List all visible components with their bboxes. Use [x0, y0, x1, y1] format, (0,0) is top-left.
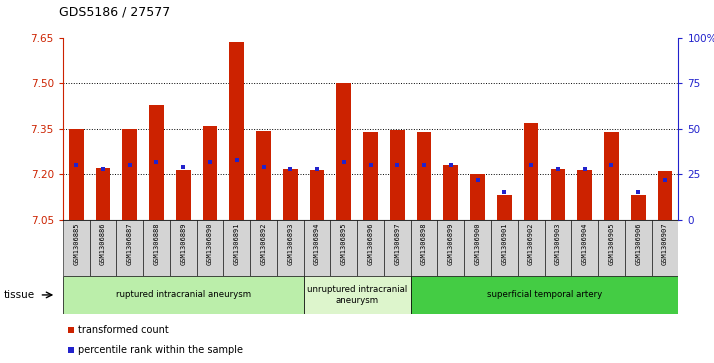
Text: GSM1306897: GSM1306897	[394, 223, 401, 265]
Text: GSM1306887: GSM1306887	[126, 223, 133, 265]
Bar	[277, 220, 303, 276]
Text: GSM1306900: GSM1306900	[475, 223, 481, 265]
Bar	[149, 105, 164, 220]
Text: GSM1306894: GSM1306894	[314, 223, 320, 265]
Bar	[303, 220, 331, 276]
Bar	[604, 132, 619, 220]
Bar	[550, 169, 565, 220]
Bar	[310, 170, 324, 220]
Bar	[303, 276, 411, 314]
Text: superficial temporal artery: superficial temporal artery	[487, 290, 602, 299]
Text: GSM1306888: GSM1306888	[154, 223, 159, 265]
Text: GSM1306906: GSM1306906	[635, 223, 641, 265]
Bar	[176, 170, 191, 220]
Bar	[89, 220, 116, 276]
Text: GSM1306889: GSM1306889	[180, 223, 186, 265]
Bar	[196, 220, 223, 276]
Text: GSM1306893: GSM1306893	[287, 223, 293, 265]
Bar	[652, 220, 678, 276]
Bar	[390, 130, 405, 220]
Text: GSM1306902: GSM1306902	[528, 223, 534, 265]
Bar	[170, 220, 196, 276]
Bar	[122, 130, 137, 220]
Bar	[598, 220, 625, 276]
Bar	[116, 220, 143, 276]
Bar	[464, 220, 491, 276]
Text: GSM1306895: GSM1306895	[341, 223, 347, 265]
Text: GSM1306904: GSM1306904	[582, 223, 588, 265]
Bar	[497, 195, 512, 220]
Bar	[223, 220, 250, 276]
Bar	[384, 220, 411, 276]
Bar	[203, 126, 217, 220]
Bar	[143, 220, 170, 276]
Bar	[658, 171, 673, 220]
Bar	[336, 83, 351, 220]
Bar	[69, 130, 84, 220]
Text: transformed count: transformed count	[78, 325, 169, 335]
Text: GSM1306901: GSM1306901	[501, 223, 508, 265]
Bar	[438, 220, 464, 276]
Bar	[256, 131, 271, 220]
Text: ruptured intracranial aneurysm: ruptured intracranial aneurysm	[116, 290, 251, 299]
Bar	[471, 174, 485, 220]
Text: GSM1306905: GSM1306905	[608, 223, 615, 265]
Bar	[363, 132, 378, 220]
Text: GSM1306891: GSM1306891	[233, 223, 240, 265]
Text: percentile rank within the sample: percentile rank within the sample	[78, 344, 243, 355]
Bar	[417, 132, 431, 220]
Text: GSM1306907: GSM1306907	[662, 223, 668, 265]
Text: GSM1306899: GSM1306899	[448, 223, 454, 265]
Bar	[411, 220, 438, 276]
Bar	[63, 276, 303, 314]
Bar	[63, 220, 89, 276]
Text: GSM1306886: GSM1306886	[100, 223, 106, 265]
Text: GSM1306890: GSM1306890	[207, 223, 213, 265]
Text: GSM1306892: GSM1306892	[261, 223, 266, 265]
Bar	[571, 220, 598, 276]
Text: unruptured intracranial
aneurysm: unruptured intracranial aneurysm	[307, 285, 407, 305]
Bar	[283, 169, 298, 220]
Text: GSM1306903: GSM1306903	[555, 223, 561, 265]
Bar	[545, 220, 571, 276]
Bar	[357, 220, 384, 276]
Text: tissue: tissue	[4, 290, 35, 300]
Text: GSM1306898: GSM1306898	[421, 223, 427, 265]
Text: GSM1306896: GSM1306896	[368, 223, 373, 265]
Bar	[518, 220, 545, 276]
Bar	[491, 220, 518, 276]
Bar	[524, 123, 538, 220]
Bar	[443, 165, 458, 220]
Bar	[229, 42, 244, 220]
Text: GDS5186 / 27577: GDS5186 / 27577	[59, 5, 171, 18]
Bar	[331, 220, 357, 276]
Bar	[250, 220, 277, 276]
Bar	[578, 170, 592, 220]
Bar	[625, 220, 652, 276]
Bar	[411, 276, 678, 314]
Text: GSM1306885: GSM1306885	[74, 223, 79, 265]
Bar	[630, 195, 645, 220]
Bar	[96, 168, 111, 220]
